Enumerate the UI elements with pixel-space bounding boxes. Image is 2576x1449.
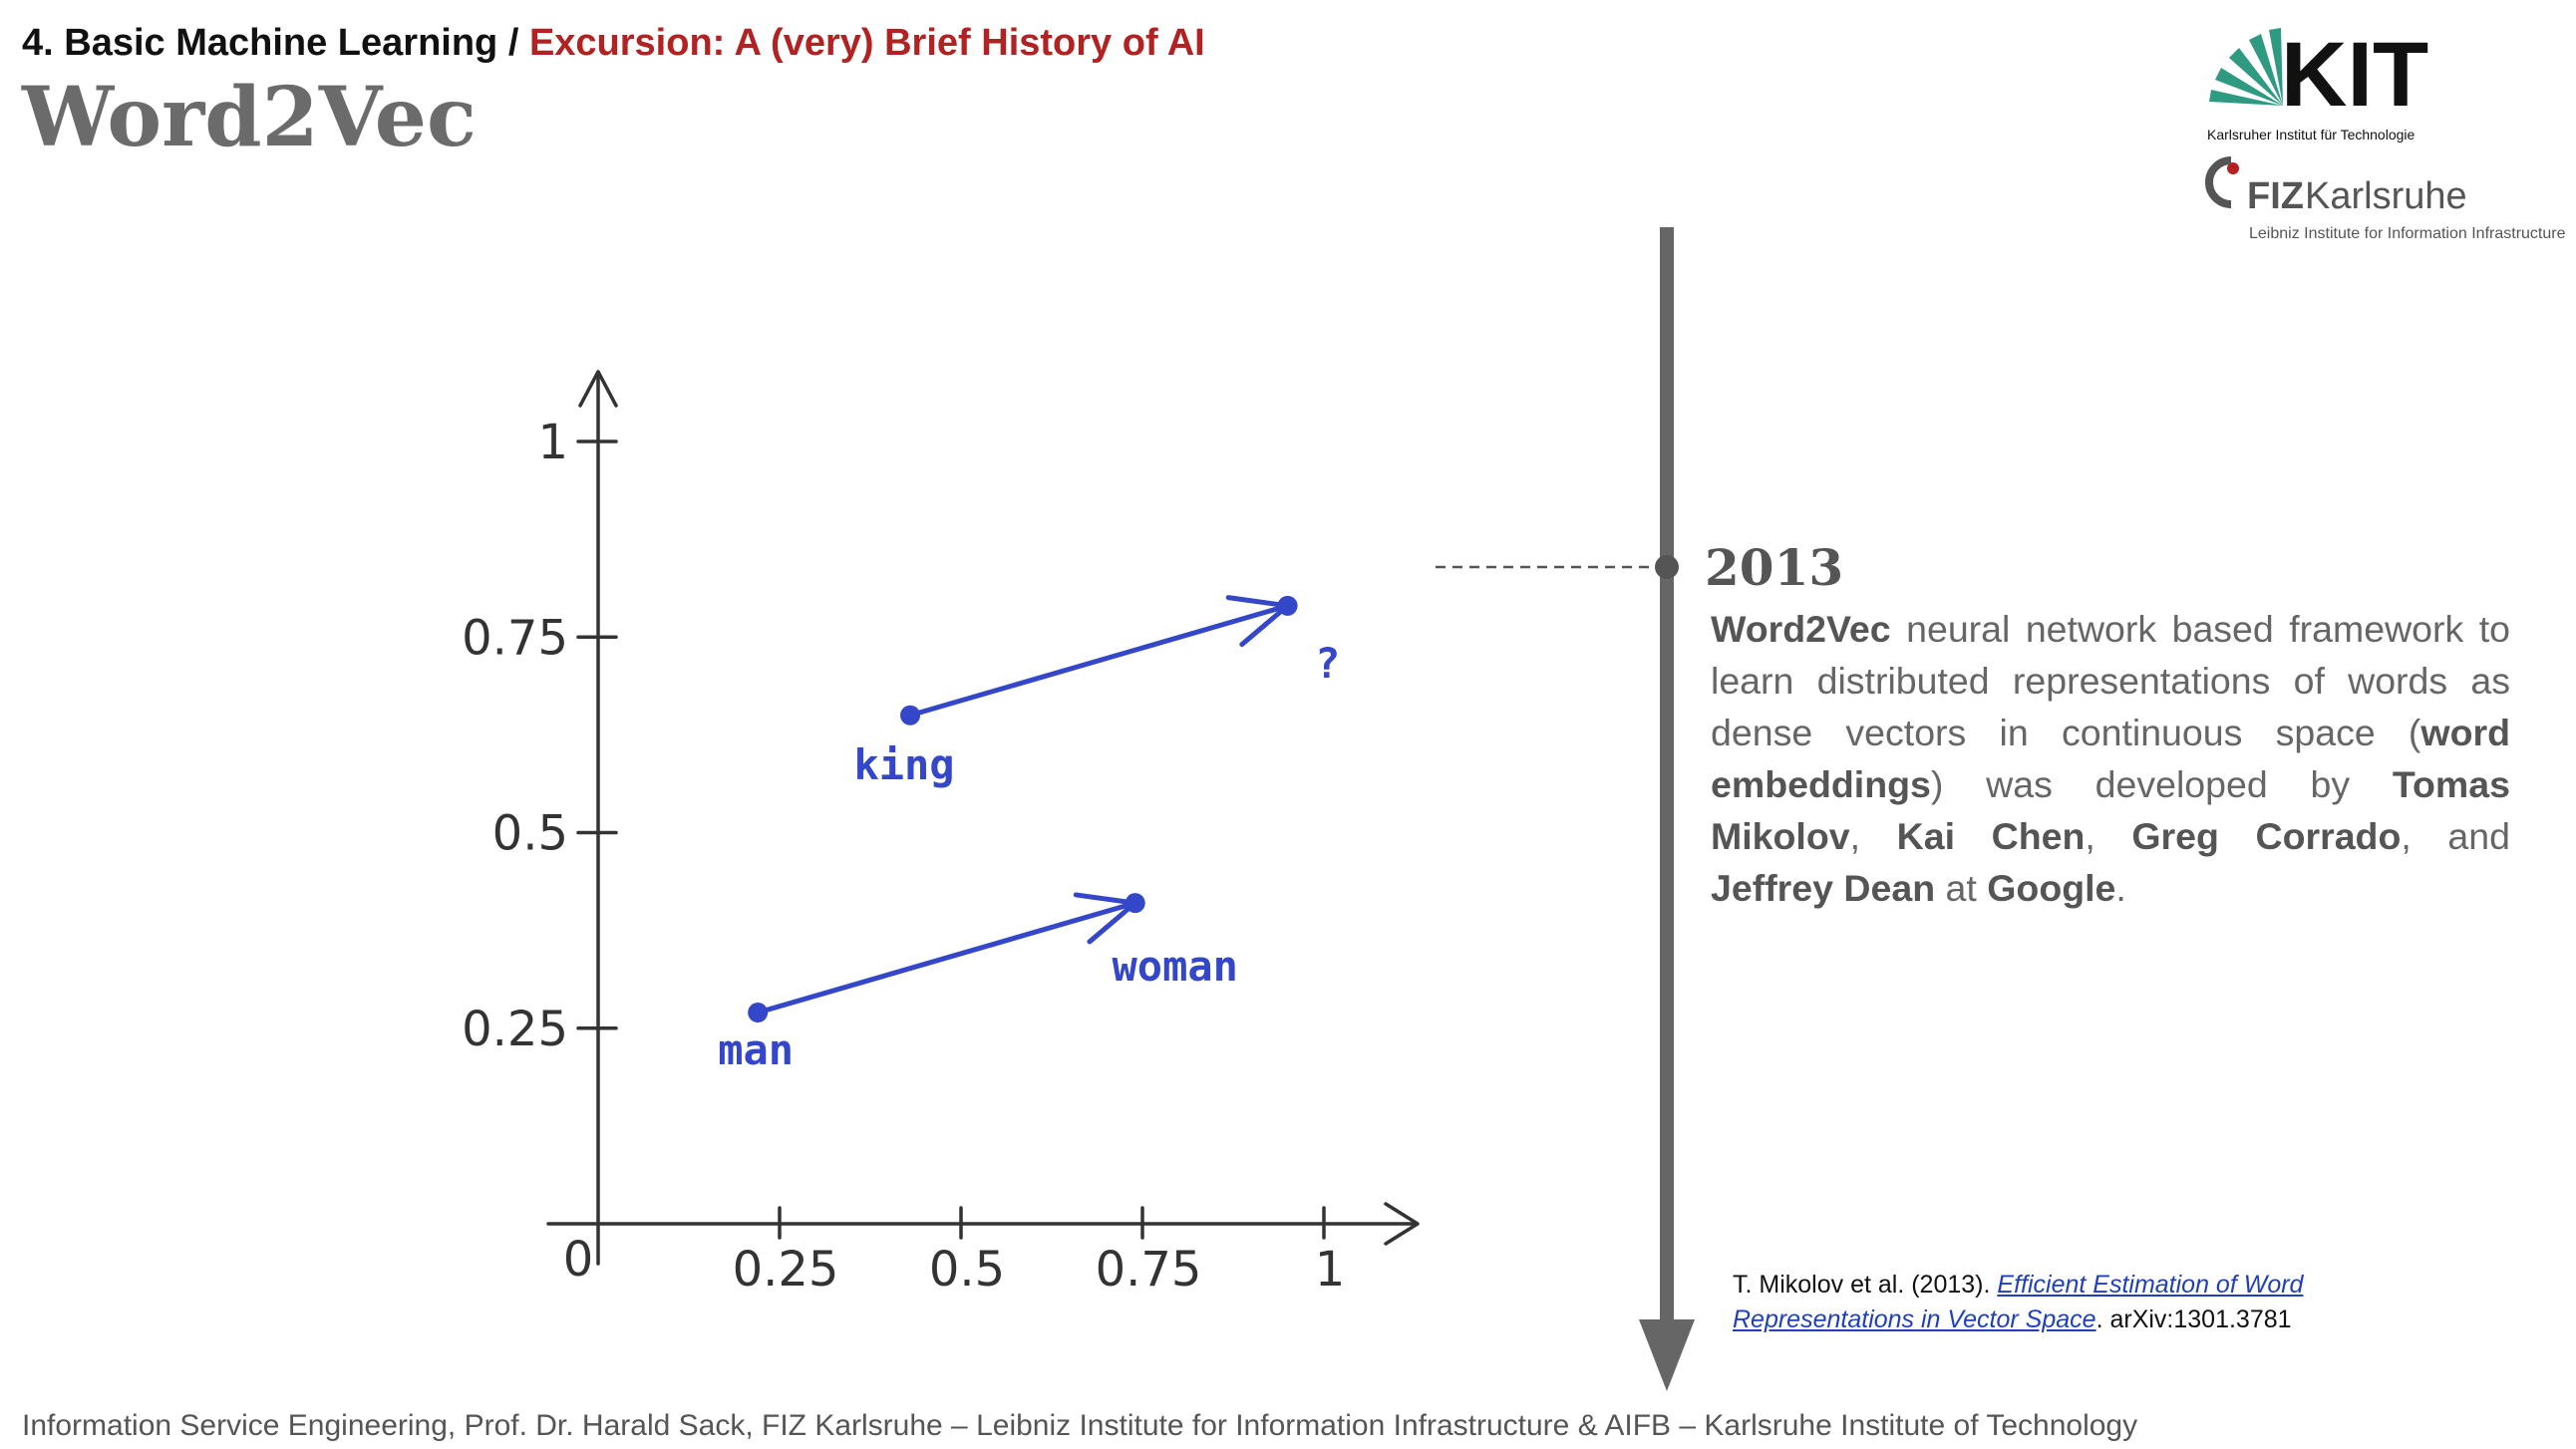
fiz-logo: FIZ Karlsruhe Leibniz Institute for Info… (2205, 156, 2566, 242)
point-label: ? (1315, 639, 1340, 688)
y-tick-label: 0.75 (462, 610, 568, 666)
breadcrumb: 4. Basic Machine Learning / Excursion: A… (22, 22, 1205, 65)
reference-citation: T. Mikolov et al. (2013). Efficient Esti… (1733, 1268, 2411, 1337)
timeline-axis (1660, 227, 1674, 1323)
x-tick-label: 1 (1315, 1242, 1346, 1298)
point-label: woman (1113, 942, 1238, 991)
vector-arrow (907, 603, 1291, 719)
desc-sep-1: , (1849, 815, 1897, 857)
data-point (1125, 893, 1145, 914)
kit-fan-icon (2209, 28, 2283, 106)
breadcrumb-section: 4. Basic Machine Learning / (22, 22, 529, 64)
y-tick-label: 0.5 (492, 806, 568, 862)
timeline-arrowhead (1639, 1319, 1695, 1391)
timeline-description: Word2Vec neural network based framework … (1711, 603, 2510, 914)
fiz-name: Karlsruhe (2305, 175, 2467, 217)
fiz-name-bold: FIZ (2247, 175, 2304, 217)
origin-label: 0 (563, 1232, 594, 1288)
y-tick-label: 0.25 (462, 1002, 568, 1057)
desc-google: Google (1987, 867, 2116, 909)
kit-subtitle: Karlsruher Institut für Technologie (2207, 127, 2415, 143)
desc-sep-4: at (1935, 867, 1988, 909)
desc-author-mikolov: Tomas Mikolov (1711, 763, 2510, 857)
data-point (748, 1003, 769, 1023)
fiz-subtitle: Leibniz Institute for Information Infras… (2249, 225, 2566, 242)
desc-author-dean: Jeffrey Dean (1711, 867, 1936, 909)
y-axis-arrowhead (578, 370, 618, 408)
desc-end: . (2115, 867, 2126, 909)
y-tick-label: 1 (537, 415, 568, 470)
page-title: Word2Vec (22, 70, 477, 165)
breadcrumb-subsection: Excursion: A (very) Brief History of AI (528, 22, 1205, 64)
point-label: man (718, 1025, 794, 1074)
x-tick-label: 0.25 (733, 1242, 839, 1298)
x-tick-label: 0.75 (1096, 1242, 1202, 1298)
desc-sep-3: , and (2401, 815, 2510, 857)
desc-sep-2: , (2085, 815, 2132, 857)
kit-letters: KIT (2281, 28, 2428, 126)
timeline-year: 2013 (1705, 538, 1844, 597)
x-tick-label: 0.5 (929, 1242, 1005, 1298)
reference-prefix: T. Mikolov et al. (2013). (1733, 1271, 1998, 1299)
footer-text: Information Service Engineering, Prof. D… (22, 1409, 2138, 1442)
desc-author-corrado: Greg Corrado (2131, 815, 2402, 857)
kit-logo: KIT Karlsruher Institut für Technologie (2207, 28, 2428, 143)
reference-link[interactable]: Efficient Estimation of Word Representat… (1733, 1271, 2304, 1333)
desc-word-embeddings: word embeddings (1711, 712, 2510, 805)
point-label: king (853, 740, 954, 789)
desc-word2vec: Word2Vec (1711, 608, 1891, 650)
data-point (900, 705, 921, 725)
reference-suffix: . arXiv:1301.3781 (2095, 1305, 2292, 1333)
vector-arrow (755, 900, 1138, 1015)
desc-text-2: ) was developed by (1930, 763, 2393, 805)
desc-text-1: neural network based framework to learn … (1711, 608, 2510, 753)
timeline-marker (1655, 555, 1679, 579)
desc-author-chen: Kai Chen (1896, 815, 2086, 857)
x-axis-arrowhead (1384, 1202, 1420, 1246)
data-point (1277, 595, 1298, 616)
fiz-bracket-icon (2205, 156, 2239, 208)
